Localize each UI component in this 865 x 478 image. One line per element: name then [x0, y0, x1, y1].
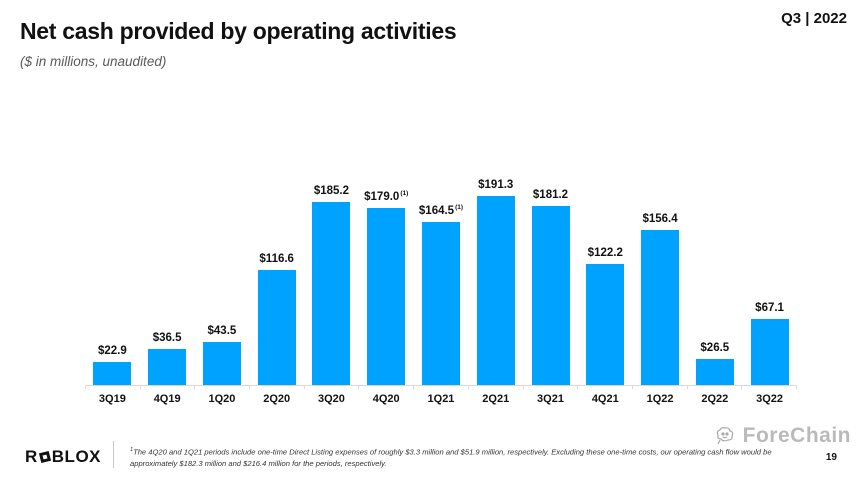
axis-tick — [469, 386, 524, 389]
axis-tick — [414, 386, 469, 389]
bar-column: $164.5(1) — [414, 168, 469, 385]
axis-tick — [578, 386, 633, 389]
bar-value-label: $191.3 — [478, 179, 514, 191]
roblox-logo-blox: BLOX — [51, 447, 102, 466]
bar-column: $181.2 — [523, 168, 578, 385]
bar-column: $191.3 — [468, 168, 523, 385]
bar-footnote-marker: (1) — [455, 204, 464, 212]
axis-tick — [359, 386, 415, 389]
page-subtitle: ($ in millions, unaudited) — [20, 54, 167, 69]
axis-tick — [141, 386, 196, 389]
bar — [257, 270, 296, 385]
axis-tick — [250, 386, 305, 389]
x-axis-labels: 3Q19 4Q19 1Q20 2Q20 3Q20 4Q20 1Q21 2Q21 3Q21 4Q21… — [85, 393, 797, 405]
bar — [421, 222, 460, 385]
bar-value-label: $122.2 — [587, 247, 623, 259]
axis-tick — [524, 386, 579, 389]
footer-divider — [113, 441, 114, 468]
bar-value-label: $67.1 — [755, 302, 784, 314]
bar-footnote-marker: (1) — [400, 190, 409, 198]
footnote: 1The 4Q20 and 1Q21 periods include one-t… — [130, 446, 792, 469]
x-axis-label: 4Q19 — [153, 393, 181, 405]
bar — [367, 208, 406, 385]
footnote-superscript: 1 — [130, 447, 134, 453]
axis-tick — [85, 386, 141, 389]
bar-value-label: $185.2 — [313, 185, 350, 197]
bar — [476, 196, 515, 385]
bar-column: $26.5 — [687, 168, 742, 385]
bar — [148, 349, 187, 385]
roblox-tilted-square-icon — [38, 450, 51, 464]
axis-tick — [305, 386, 360, 389]
axis-tick — [688, 386, 743, 389]
watermark: ForeChain — [715, 424, 851, 448]
axis-tick — [633, 386, 688, 389]
x-axis-label: 1Q22 — [646, 393, 674, 405]
bar-column: $122.2 — [578, 168, 633, 385]
bar-chart: $22.9 $36.5 $43.5 $116.6 $185.2 $179.0(1) $164… — [85, 168, 797, 405]
bar-column: $67.1 — [742, 168, 797, 385]
bar-value-label: $43.5 — [207, 325, 237, 337]
watermark-text: ForeChain — [742, 424, 851, 447]
bar-value-label: $36.5 — [152, 332, 182, 344]
period-badge: Q3 | 2022 — [781, 10, 847, 27]
bar-column: $156.4 — [633, 168, 688, 385]
x-axis-label: 2Q20 — [263, 393, 291, 405]
bar-column: $185.2 — [304, 168, 359, 385]
bar-column: $22.9 — [85, 168, 140, 385]
bar — [586, 264, 625, 385]
bar-column: $43.5 — [195, 168, 250, 385]
bar-value-label: $181.2 — [532, 189, 569, 201]
x-axis-label: 3Q21 — [537, 393, 564, 405]
bar-value-label: $164.5(1) — [418, 204, 464, 217]
x-axis-label: 1Q21 — [427, 393, 455, 405]
forechain-mascot-icon — [716, 427, 733, 445]
bar — [312, 202, 351, 385]
bar-value-label: $156.4 — [642, 213, 678, 225]
bar — [531, 206, 570, 385]
x-axis-label: 4Q20 — [372, 393, 400, 405]
footnote-text: The 4Q20 and 1Q21 periods include one-ti… — [130, 447, 772, 468]
bar-value-label: $26.5 — [700, 342, 730, 354]
bar — [202, 342, 241, 385]
x-axis-label: 3Q20 — [317, 393, 345, 405]
bar-column: $36.5 — [140, 168, 195, 385]
x-axis-label: 2Q21 — [482, 393, 510, 405]
axis-tick — [195, 386, 251, 389]
bar — [93, 362, 132, 385]
roblox-logo-r: R — [25, 447, 38, 466]
x-axis-label: 2Q22 — [701, 393, 729, 405]
chart-plot-area: $22.9 $36.5 $43.5 $116.6 $185.2 $179.0(1) $164… — [85, 168, 797, 386]
bar-value-label: $179.0(1) — [364, 190, 409, 203]
bar — [695, 359, 734, 385]
x-axis-label: 3Q19 — [98, 393, 126, 405]
page-number: 19 — [825, 452, 837, 463]
x-axis-label: 3Q22 — [756, 393, 784, 405]
bar-column: $179.0(1) — [359, 168, 414, 385]
bar — [750, 319, 789, 385]
bar-column: $116.6 — [249, 168, 304, 385]
bar-value-label: $116.6 — [259, 253, 294, 265]
roblox-logo: R BLOX — [25, 447, 101, 467]
axis-tick — [742, 386, 797, 389]
x-axis-label: 4Q21 — [591, 393, 619, 405]
x-axis-label: 1Q20 — [208, 393, 236, 405]
bar — [641, 230, 680, 385]
x-axis-ticks — [85, 386, 797, 389]
bar-value-label: $22.9 — [97, 345, 127, 357]
page-title: Net cash provided by operating activitie… — [20, 18, 457, 44]
